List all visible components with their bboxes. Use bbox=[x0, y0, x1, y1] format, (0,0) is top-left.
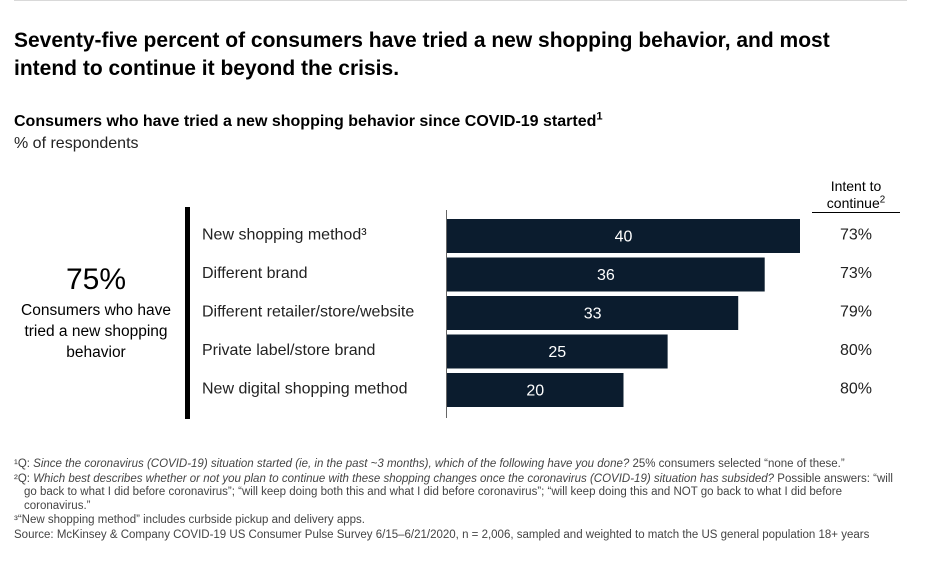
category-label-0: New shopping method³ bbox=[202, 227, 367, 244]
bar-1 bbox=[447, 257, 765, 292]
category-label-4: New digital shopping method bbox=[202, 381, 407, 398]
subtitle-footnote-mark: 1 bbox=[596, 110, 603, 123]
intent-value-2: 79% bbox=[840, 304, 872, 321]
chart-marks: New shopping method³ 40 73% Different brand… bbox=[202, 219, 872, 407]
source-note: Source: McKinsey & Company COVID-19 US C… bbox=[14, 528, 870, 541]
intent-header-line2-text: continue bbox=[826, 195, 880, 211]
category-label-3: Private label/store brand bbox=[202, 342, 375, 359]
bar-value-label-0: 40 bbox=[615, 229, 633, 246]
chart-subtitle: Consumers who have tried a new shopping … bbox=[14, 110, 603, 131]
footnote-1-prefix: ¹Q: bbox=[14, 458, 34, 470]
footnote-2-prefix: ²Q: bbox=[14, 472, 34, 485]
intent-header-line1: Intent to bbox=[830, 178, 882, 194]
footnote-3-rest: “New shopping method” includes curbside … bbox=[17, 514, 365, 526]
footnotes: ¹Q: Since the coronavirus (COVID-19) sit… bbox=[14, 458, 894, 543]
footnote-3-prefix: ³ bbox=[14, 514, 18, 526]
big-stat-value: 75% bbox=[65, 263, 127, 296]
footnote-2-rest: Possible answers: “will go back to what … bbox=[24, 472, 893, 512]
chart-subtitle-text: Consumers who have tried a new shopping … bbox=[14, 113, 597, 130]
big-stat-label: Consumers who have tried a new shopping … bbox=[21, 302, 171, 361]
footnote-3: ³“New shopping method” includes curbside… bbox=[14, 514, 894, 528]
big-stat: 75% Consumers who have tried a new shopp… bbox=[14, 262, 178, 363]
bar-value-label-2: 33 bbox=[584, 306, 602, 323]
bar-value-label-3: 25 bbox=[548, 344, 566, 361]
bar-value-label-1: 36 bbox=[597, 267, 615, 284]
bar-2 bbox=[447, 296, 739, 330]
bar-value-label-4: 20 bbox=[526, 383, 544, 400]
intent-value-0: 73% bbox=[840, 227, 872, 244]
footnote-2: ²Q: Which best describes whether or not … bbox=[14, 473, 894, 514]
footnote-1: ¹Q: Since the coronavirus (COVID-19) sit… bbox=[14, 458, 894, 472]
top-rule bbox=[14, 0, 907, 1]
vertical-divider-bar bbox=[185, 207, 190, 419]
chart-units: % of respondents bbox=[14, 135, 139, 152]
chart-headline: Seventy-five percent of consumers have t… bbox=[14, 29, 830, 80]
bar-3 bbox=[447, 334, 668, 369]
category-label-2: Different retailer/store/website bbox=[202, 304, 414, 321]
intent-value-1: 73% bbox=[840, 265, 872, 282]
footnote-1-rest: 25% consumers selected “none of these.” bbox=[629, 458, 845, 470]
intent-value-4: 80% bbox=[840, 381, 872, 398]
footnote-1-question: Since the coronavirus (COVID-19) situati… bbox=[33, 458, 630, 470]
intent-header-footnote-mark: 2 bbox=[879, 194, 886, 206]
intent-value-3: 80% bbox=[840, 342, 872, 359]
intent-to-continue-header: Intent to continue2 bbox=[806, 178, 906, 213]
footnote-2-question: Which best describes whether or not you … bbox=[33, 472, 775, 485]
bar-4 bbox=[447, 373, 624, 407]
intent-header-line2: continue2 bbox=[806, 195, 906, 212]
category-label-1: Different brand bbox=[202, 265, 308, 282]
bar-0 bbox=[447, 219, 800, 253]
intent-header-underline bbox=[812, 212, 900, 213]
